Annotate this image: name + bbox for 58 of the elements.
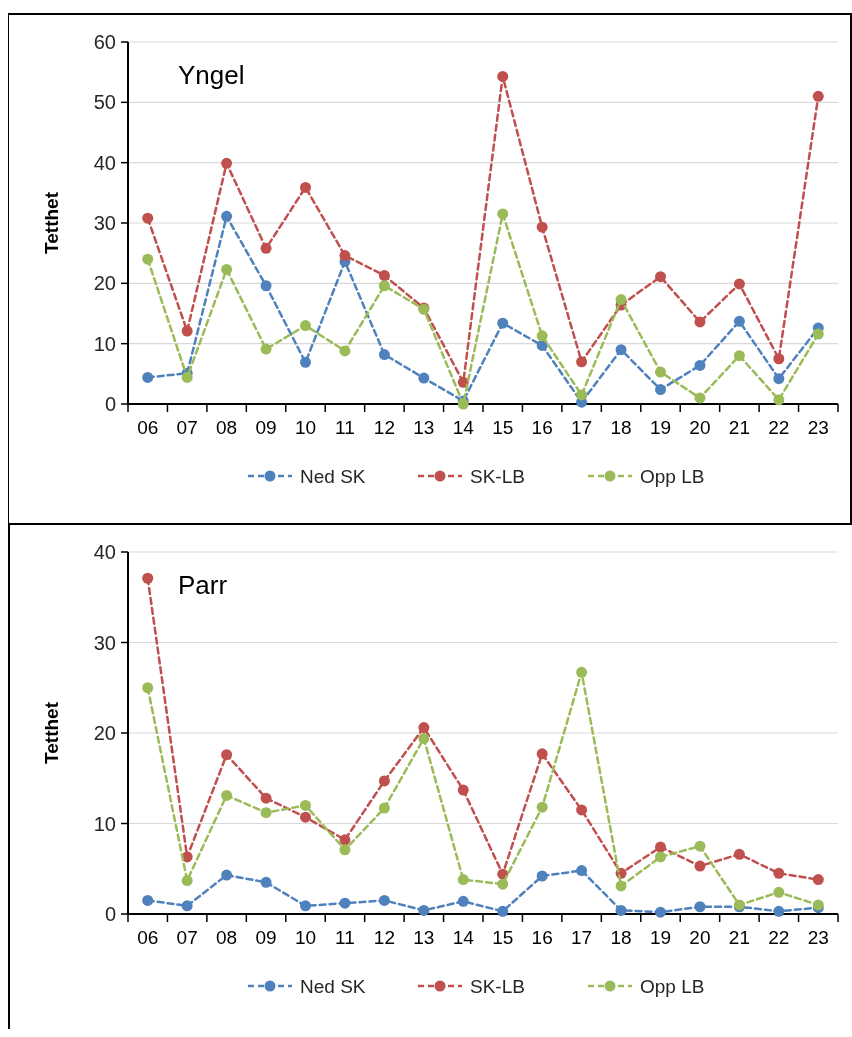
x-tick-label: 16 [531,417,553,438]
x-tick-label: 22 [768,927,790,948]
x-tick-label: 21 [728,927,750,948]
x-tick-label: 14 [452,927,475,948]
y-tick-label: 30 [93,631,116,654]
x-tick-label: 18 [610,417,632,438]
y-tick-label: 10 [93,332,116,355]
x-tick-label: 20 [689,927,711,948]
x-tick-label: 11 [335,417,355,438]
x-tick-label: 20 [689,417,711,438]
x-tick-label: 09 [255,927,277,948]
x-tick-label: 08 [216,927,238,948]
text: Yngel [178,60,245,90]
y-tick-label: 60 [93,31,116,53]
x-tick-label: 07 [176,417,198,438]
x-tick-label: 14 [452,417,475,438]
x-tick-label: 12 [373,417,395,438]
x-tick-label: 11 [335,927,355,948]
x-tick-label: 23 [807,927,829,948]
legend-label: Ned SK [300,975,366,997]
y-tick-label: 40 [93,541,116,563]
x-tick-label: 10 [294,927,317,948]
legend-label: SK-LB [470,465,525,487]
text: Parr [178,570,228,600]
x-tick-label: 09 [255,417,277,438]
x-tick-label: 15 [492,417,514,438]
y-axis-title: Tetthet [41,701,62,764]
legend-label: Opp LB [640,975,705,997]
x-tick-label: 10 [294,417,317,438]
legend-label: Ned SK [300,465,366,487]
x-tick-label: 15 [492,927,514,948]
y-tick-label: 50 [93,91,116,114]
x-tick-label: 08 [216,417,238,438]
x-tick-label: 06 [137,927,159,948]
x-tick-label: 22 [768,417,790,438]
y-tick-label: 30 [93,212,116,234]
x-tick-label: 17 [571,417,593,438]
x-tick-label: 13 [413,927,435,948]
y-axis-title: Tetthet [41,191,62,254]
y-tick-label: 20 [93,272,116,295]
x-tick-label: 16 [531,927,553,948]
x-tick-label: 19 [649,927,672,948]
x-tick-label: 18 [610,927,632,948]
x-tick-label: 13 [413,417,435,438]
legend-label: Opp LB [640,465,705,487]
x-tick-label: 12 [373,927,395,948]
x-tick-label: 21 [728,417,750,438]
y-tick-label: 20 [93,722,116,744]
x-tick-label: 06 [137,417,159,438]
x-tick-label: 07 [176,927,198,948]
y-tick-label: 0 [104,903,116,925]
y-tick-label: 0 [104,393,116,415]
x-tick-label: 17 [571,927,593,948]
legend-label: SK-LB [470,975,525,997]
y-tick-label: 40 [93,151,116,174]
y-tick-label: 10 [93,812,116,835]
x-tick-label: 23 [807,417,829,438]
x-tick-label: 19 [649,417,672,438]
